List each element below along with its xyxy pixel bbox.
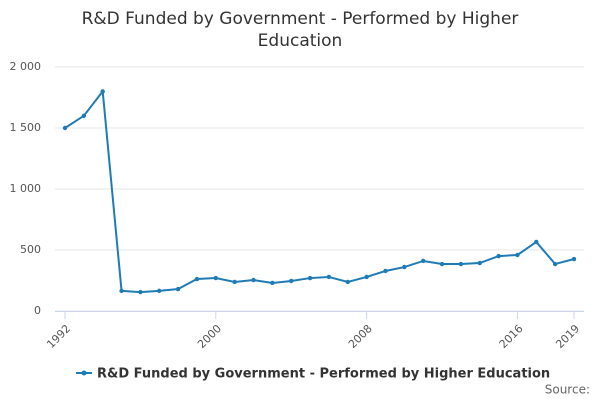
legend-marker: [81, 370, 87, 376]
y-tick-label: 2 000: [10, 60, 42, 73]
point: [194, 276, 200, 282]
chart-title: R&D Funded by Government - Performed by …: [81, 9, 519, 51]
point: [383, 268, 388, 274]
point: [213, 275, 219, 281]
point: [326, 274, 332, 280]
point: [364, 274, 369, 280]
x-tick-label: 2016: [497, 322, 526, 351]
y-tick-label: 0: [34, 304, 41, 317]
point: [81, 113, 87, 119]
legend-label: R&D Funded by Government - Performed by …: [97, 367, 550, 382]
y-tick-label: 1 000: [10, 182, 42, 195]
point: [458, 261, 464, 267]
legend: R&D Funded by Government - Performed by …: [76, 367, 550, 382]
point: [515, 252, 520, 258]
point: [307, 275, 313, 281]
point: [232, 279, 237, 285]
point: [420, 258, 426, 264]
line: [64, 88, 575, 294]
point: [345, 279, 350, 285]
y-tick-label: 500: [20, 243, 41, 256]
point: [157, 288, 162, 294]
point: [552, 261, 558, 267]
source: Source:: [545, 383, 590, 397]
point: [477, 260, 482, 266]
point: [251, 277, 256, 283]
y-tick-label: 1 500: [10, 121, 42, 134]
point: [119, 288, 124, 294]
point: [138, 289, 143, 295]
point: [496, 253, 501, 259]
x-tick-label: 1992: [44, 322, 73, 351]
x-tick-label: 2019: [553, 322, 582, 351]
point: [100, 89, 105, 94]
point: [571, 256, 577, 262]
x-tick-label: 2008: [346, 322, 375, 351]
point: [270, 280, 275, 286]
point: [62, 125, 68, 131]
point: [289, 278, 294, 284]
x-tick-label: 2000: [195, 322, 224, 351]
point: [175, 286, 181, 292]
point: [439, 261, 445, 267]
point: [402, 264, 407, 270]
point: [534, 239, 539, 245]
